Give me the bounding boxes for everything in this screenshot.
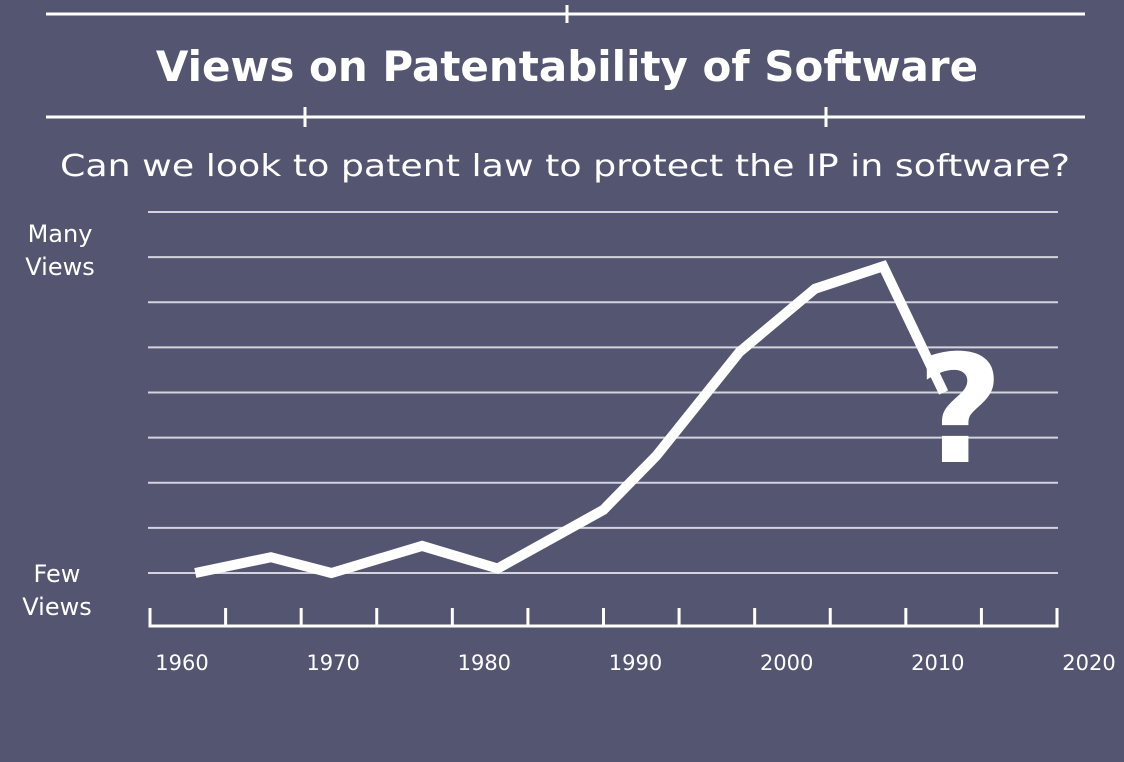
gridlines bbox=[148, 211, 1058, 574]
y-axis-high-label: Many Views bbox=[25, 220, 94, 281]
y-label-many-views: Views bbox=[25, 253, 94, 281]
chart-subtitle: Can we look to patent law to protect the… bbox=[60, 149, 1070, 184]
question-mark-annotation: ? bbox=[916, 324, 1003, 498]
x-tick-label: 1960 bbox=[155, 651, 208, 675]
x-axis: 1960 1970 1980 1990 2000 2010 2020 bbox=[148, 608, 1116, 675]
series-views bbox=[194, 260, 949, 579]
x-tick-label: 2020 bbox=[1062, 651, 1115, 675]
chart-title: Views on Patentability of Software bbox=[156, 42, 978, 91]
x-tick-label: 2010 bbox=[911, 651, 964, 675]
y-label-many: Many bbox=[28, 220, 93, 248]
x-tick-label: 1990 bbox=[609, 651, 662, 675]
x-tick-label: 2000 bbox=[760, 651, 813, 675]
header-rules bbox=[46, 5, 1085, 127]
x-tick-label: 1980 bbox=[458, 651, 511, 675]
x-tick-label: 1970 bbox=[306, 651, 359, 675]
y-axis-low-label: Few Views bbox=[22, 560, 91, 621]
y-label-few: Few bbox=[34, 560, 81, 588]
y-label-few-views: Views bbox=[22, 593, 91, 621]
